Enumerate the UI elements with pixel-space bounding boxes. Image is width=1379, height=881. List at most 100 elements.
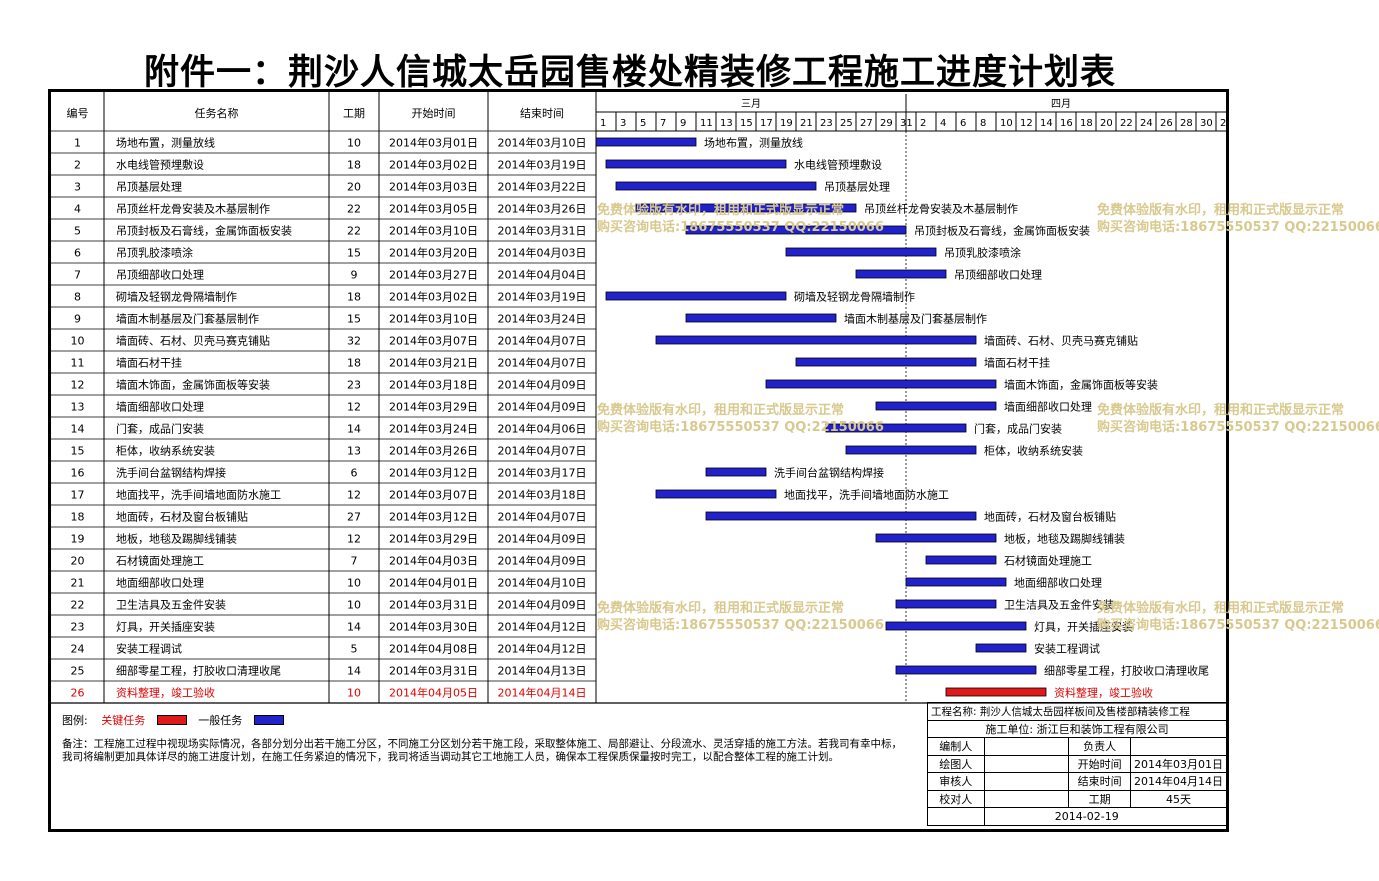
task-no: 9 bbox=[74, 313, 81, 326]
task-end: 2014年04月14日 bbox=[498, 686, 587, 700]
gantt-bar bbox=[875, 401, 997, 411]
gantt-bar bbox=[765, 379, 997, 389]
day-tick: 2 bbox=[920, 118, 926, 129]
task-duration: 12 bbox=[347, 401, 361, 414]
gantt-bar-label: 地面砖，石材及窗台板铺贴 bbox=[984, 510, 1116, 524]
start-value: 2014年03月01日 bbox=[1130, 754, 1227, 773]
task-start: 2014年03月29日 bbox=[389, 400, 478, 414]
legend: 图例: 关键任务 一般任务 bbox=[62, 712, 292, 728]
task-duration: 22 bbox=[347, 203, 361, 216]
gantt-bar-label: 地面细部收口处理 bbox=[1014, 576, 1102, 590]
gantt-bar bbox=[705, 511, 977, 521]
task-start: 2014年03月05日 bbox=[389, 202, 478, 216]
gantt-bar bbox=[705, 467, 767, 477]
task-no: 14 bbox=[71, 423, 85, 436]
task-end: 2014年04月06日 bbox=[498, 422, 587, 436]
task-start: 2014年03月01日 bbox=[389, 136, 478, 150]
company-name: 浙江巨和装饰工程有限公司 bbox=[1036, 722, 1169, 736]
task-duration: 32 bbox=[347, 335, 361, 348]
task-no: 5 bbox=[74, 225, 81, 238]
task-no: 18 bbox=[71, 511, 85, 524]
task-no: 7 bbox=[74, 269, 81, 282]
task-duration: 12 bbox=[347, 489, 361, 502]
task-start: 2014年04月08日 bbox=[389, 642, 478, 656]
editor-label: 编制人 bbox=[927, 737, 985, 756]
day-tick: 11 bbox=[700, 118, 713, 129]
task-duration: 18 bbox=[347, 357, 361, 370]
task-duration: 12 bbox=[347, 533, 361, 546]
day-tick: 19 bbox=[780, 118, 793, 129]
task-end: 2014年03月19日 bbox=[498, 290, 587, 304]
gantt-bar bbox=[605, 159, 787, 169]
gantt-bar bbox=[895, 599, 997, 609]
watermark-2: 免费体验版有水印，租用和正式版显示正常 购买咨询电话:18675550537 QQ… bbox=[1097, 203, 1379, 235]
task-no: 1 bbox=[74, 137, 81, 150]
day-tick: 3 bbox=[620, 118, 626, 129]
task-start: 2014年03月31日 bbox=[389, 664, 478, 678]
gantt-bar bbox=[875, 533, 997, 543]
task-name: 墙面砖、石材、贝壳马赛克铺贴 bbox=[116, 334, 270, 348]
gantt-bar-label: 地板，地毯及踢脚线铺装 bbox=[1004, 532, 1125, 546]
gantt-bar-label: 墙面木制基层及门套基层制作 bbox=[844, 312, 987, 326]
gantt-bar-label: 安装工程调试 bbox=[1034, 642, 1100, 656]
gantt-bar-label: 地面找平，洗手间墙地面防水施工 bbox=[784, 488, 949, 502]
gantt-bar-label: 吊顶基层处理 bbox=[824, 181, 890, 194]
watermark-5: 免费体验版有水印，租用和正式版显示正常 购买咨询电话:18675550537 QQ… bbox=[597, 601, 884, 633]
task-name: 墙面木饰面，金属饰面板等安装 bbox=[116, 378, 270, 392]
task-duration: 23 bbox=[347, 379, 361, 392]
gantt-bar-label: 吊顶细部收口处理 bbox=[954, 268, 1042, 282]
day-tick: 27 bbox=[860, 118, 873, 129]
task-no: 22 bbox=[71, 599, 85, 612]
end-value: 2014年04月14日 bbox=[1130, 772, 1227, 791]
task-end: 2014年03月31日 bbox=[498, 224, 587, 238]
day-tick: 26 bbox=[1160, 118, 1173, 129]
task-duration: 7 bbox=[351, 555, 358, 568]
watermark-1: 免费体验版有水印，租用和正式版显示正常 购买咨询电话:18675550537 QQ… bbox=[597, 203, 884, 235]
task-no: 21 bbox=[71, 577, 85, 590]
date-value: 2014-02-19 bbox=[983, 807, 1228, 826]
task-end: 2014年04月07日 bbox=[498, 510, 587, 524]
task-no: 4 bbox=[74, 203, 81, 216]
task-name: 卫生洁具及五金件安装 bbox=[116, 598, 226, 612]
task-start: 2014年03月27日 bbox=[389, 268, 478, 282]
day-tick: 31 bbox=[900, 118, 913, 129]
task-no: 25 bbox=[71, 665, 85, 678]
task-name: 吊顶基层处理 bbox=[116, 181, 182, 194]
task-start: 2014年03月07日 bbox=[389, 488, 478, 502]
task-name: 资料整理，竣工验收 bbox=[116, 686, 215, 700]
task-end: 2014年03月19日 bbox=[498, 158, 587, 172]
company-label: 施工单位: bbox=[985, 722, 1034, 736]
gantt-bar-label: 细部零星工程，打胶收口清理收尾 bbox=[1044, 664, 1209, 678]
task-no: 26 bbox=[71, 687, 85, 700]
checker-label: 校对人 bbox=[927, 789, 985, 808]
task-name: 石材镜面处理施工 bbox=[116, 554, 204, 568]
month-label: 四月 bbox=[1051, 98, 1071, 110]
day-tick: 14 bbox=[1040, 118, 1053, 129]
gantt-bar bbox=[615, 181, 817, 191]
task-duration: 27 bbox=[347, 511, 361, 524]
note-text: 备注：工程施工过程中视现场实际情况，各部分划分出若干施工分区，不同施工分区划分若… bbox=[62, 738, 902, 763]
task-duration: 10 bbox=[347, 577, 361, 590]
project-label: 工程名称: bbox=[931, 705, 977, 718]
task-name: 地面砖，石材及窗台板铺贴 bbox=[116, 510, 248, 524]
task-no: 13 bbox=[71, 401, 85, 414]
task-name: 柜体，收纳系统安装 bbox=[116, 444, 215, 458]
watermark-6: 免费体验版有水印，租用和正式版显示正常 购买咨询电话:18675550537 QQ… bbox=[1097, 601, 1379, 633]
day-tick: 21 bbox=[800, 118, 813, 129]
gantt-bar-label: 墙面砖、石材、贝壳马赛克铺贴 bbox=[984, 334, 1138, 348]
day-tick: 24 bbox=[1140, 118, 1153, 129]
task-name: 安装工程调试 bbox=[116, 642, 182, 656]
gantt-bar bbox=[895, 665, 1037, 675]
gantt-bar-label: 灯具，开关插座安装 bbox=[1034, 620, 1133, 634]
day-tick: 2 bbox=[1220, 118, 1226, 129]
task-no: 23 bbox=[71, 621, 85, 634]
end-label: 结束时间 bbox=[1068, 772, 1131, 791]
gantt-bar bbox=[825, 423, 967, 433]
task-duration: 5 bbox=[351, 643, 358, 656]
day-tick: 12 bbox=[1020, 118, 1033, 129]
task-no: 6 bbox=[74, 247, 81, 260]
task-start: 2014年03月02日 bbox=[389, 158, 478, 172]
task-end: 2014年03月10日 bbox=[498, 136, 587, 150]
header-no: 编号 bbox=[67, 106, 89, 120]
day-tick: 17 bbox=[760, 118, 773, 129]
